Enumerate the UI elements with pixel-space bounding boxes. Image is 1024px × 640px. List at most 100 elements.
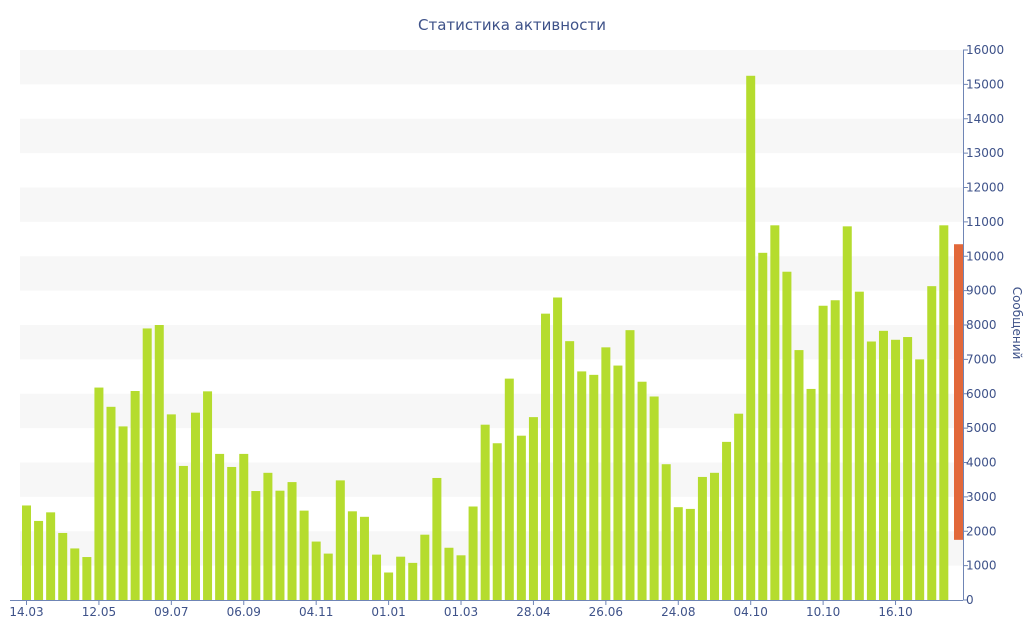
bar <box>673 507 683 600</box>
y-tick-label: 7000 <box>966 352 997 366</box>
bar <box>94 387 104 600</box>
x-tick-label: 12.05 <box>82 605 116 619</box>
bar <box>601 347 611 600</box>
bar <box>541 313 551 600</box>
bar <box>734 413 744 600</box>
bar <box>190 412 200 600</box>
bar <box>130 391 140 600</box>
x-tick-label: 01.01 <box>371 605 405 619</box>
y-axis-title: Сообщений <box>1010 287 1024 360</box>
bar <box>408 562 418 600</box>
grid-bands <box>20 50 963 566</box>
bar <box>565 341 575 600</box>
y-tick-label: 5000 <box>966 421 997 435</box>
axes: 0 1000 2000 3000 4000 5000 6000 7000 8000 9000 100… <box>9 43 1004 619</box>
y-tick-label: 3000 <box>966 490 997 504</box>
bar <box>625 330 635 600</box>
y-tick-label: 6000 <box>966 387 997 401</box>
bar <box>311 541 321 600</box>
bar <box>263 472 273 600</box>
bar <box>34 520 44 600</box>
bar <box>492 443 502 600</box>
bar <box>854 291 864 600</box>
bar <box>746 75 756 600</box>
bar <box>758 252 768 600</box>
bar <box>178 465 188 600</box>
bar <box>903 337 913 600</box>
y-tick-label: 10000 <box>966 249 1004 263</box>
y-tick-label: 1000 <box>966 559 997 573</box>
x-tick-label: 04.11 <box>299 605 333 619</box>
bar <box>782 271 792 600</box>
bar <box>106 406 116 600</box>
bar <box>287 482 297 600</box>
bar <box>227 466 237 600</box>
bar <box>372 554 382 600</box>
x-tick-label: 06.09 <box>227 605 261 619</box>
bar <box>516 435 526 600</box>
grid-band <box>20 462 963 497</box>
bar <box>939 225 949 600</box>
bar <box>842 226 852 600</box>
y-tick-label: 9000 <box>966 284 997 298</box>
x-tick-label: 26.06 <box>589 605 623 619</box>
bar <box>420 534 430 600</box>
bar <box>589 374 599 600</box>
bar <box>891 339 901 600</box>
bar <box>927 286 937 600</box>
bar <box>528 417 538 600</box>
bar <box>915 359 925 600</box>
bar <box>553 297 563 600</box>
grid-band <box>20 118 963 154</box>
bar <box>806 388 816 600</box>
bar <box>878 330 888 600</box>
bar <box>215 453 225 600</box>
chart-title: Статистика активности <box>418 16 606 34</box>
bar <box>504 378 514 600</box>
y-tick-label: 14000 <box>966 112 1004 126</box>
y-tick-label: 15000 <box>966 77 1004 91</box>
bar <box>396 556 406 600</box>
bar <box>649 396 659 600</box>
bar <box>142 328 152 600</box>
x-tick-label: 01.03 <box>444 605 478 619</box>
bar <box>613 365 623 600</box>
bar <box>770 225 780 600</box>
bar <box>818 305 828 600</box>
bar <box>661 464 671 600</box>
x-tick-label: 04.10 <box>734 605 768 619</box>
bar <box>444 547 454 600</box>
bar <box>709 472 719 600</box>
x-tick-label: 24.08 <box>661 605 695 619</box>
bar <box>82 557 92 600</box>
bar-series <box>22 75 963 600</box>
bar <box>154 325 164 600</box>
bar <box>251 491 261 600</box>
x-tick-label: 10.10 <box>806 605 840 619</box>
x-tick-label: 14.03 <box>9 605 43 619</box>
y-tick-label: 12000 <box>966 181 1004 195</box>
bar <box>456 555 466 600</box>
grid-band <box>20 50 963 85</box>
bar <box>830 300 840 600</box>
bar <box>46 512 56 600</box>
bar <box>480 424 490 600</box>
bar <box>359 516 369 600</box>
bar <box>577 371 587 600</box>
bar <box>794 350 804 600</box>
y-tick-label: 0 <box>966 593 974 607</box>
bar <box>118 426 128 600</box>
grid-band <box>20 531 963 566</box>
bar <box>432 477 442 600</box>
bar <box>299 510 309 600</box>
y-tick-label: 11000 <box>966 215 1004 229</box>
grid-band <box>20 393 963 429</box>
grid-band <box>20 325 963 360</box>
grid-band <box>20 256 963 291</box>
bar <box>58 532 68 600</box>
bar <box>335 480 345 600</box>
bar <box>384 572 394 600</box>
grid-band <box>20 187 963 222</box>
y-tick-label: 2000 <box>966 524 997 538</box>
bar <box>70 548 80 600</box>
